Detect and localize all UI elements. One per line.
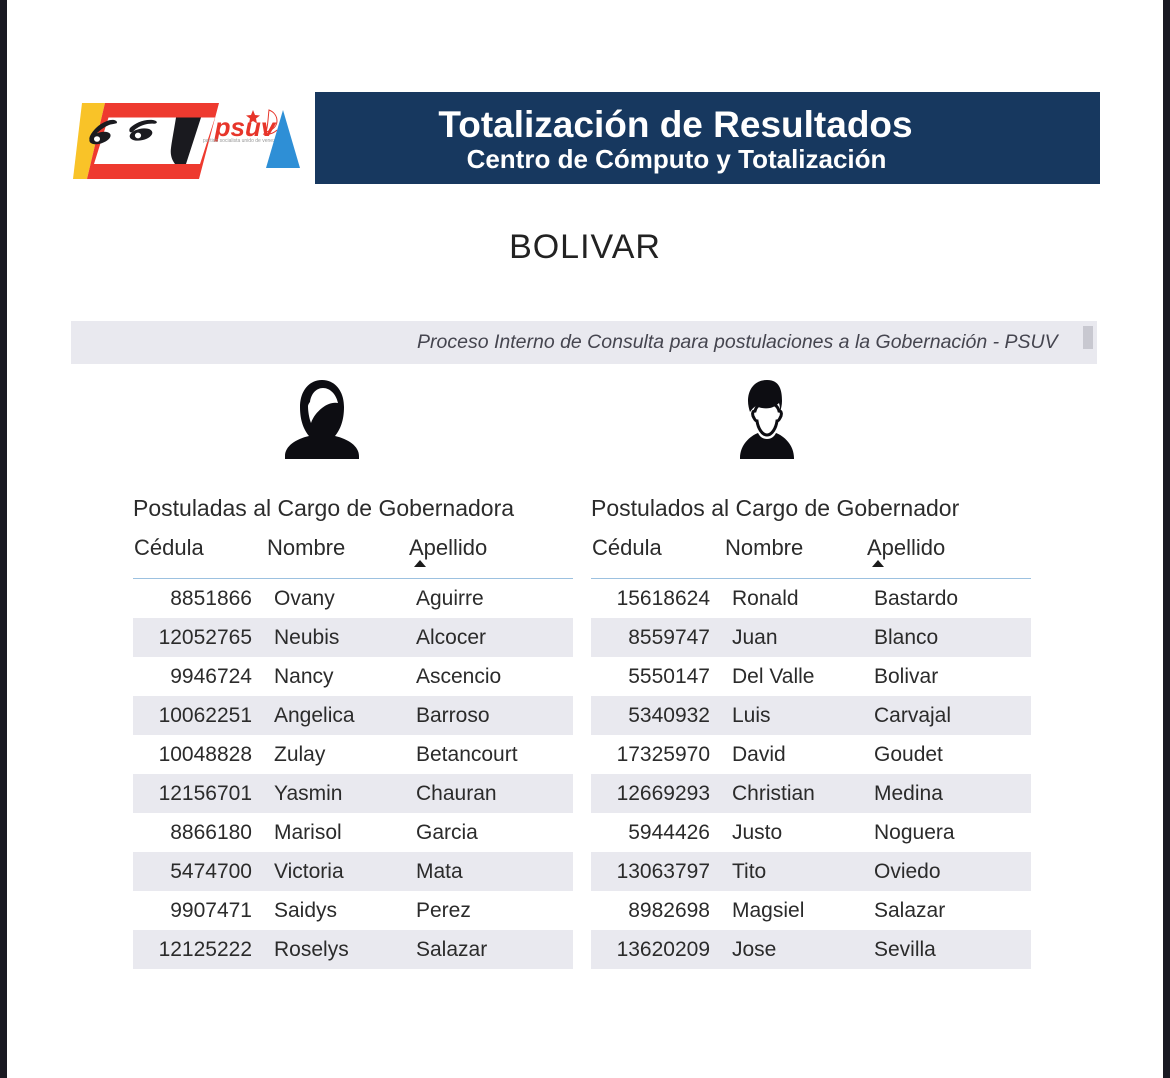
svg-text:partido socialista unido de ve: partido socialista unido de venezuela (203, 138, 285, 144)
